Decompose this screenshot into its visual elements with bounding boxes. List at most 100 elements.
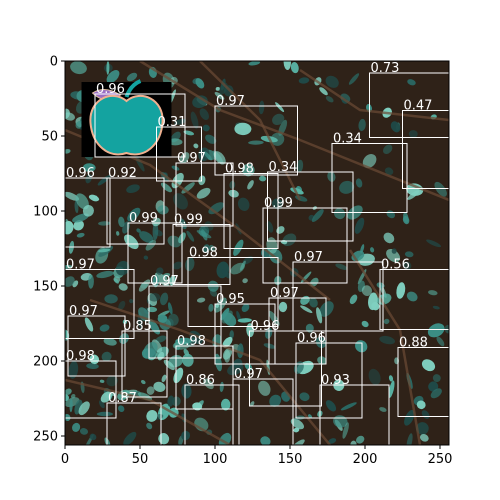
- leaf-blob: [327, 171, 336, 182]
- leaf-blob: [384, 167, 394, 176]
- leaf-blob: [361, 285, 373, 296]
- leaf-blob: [214, 297, 227, 313]
- leaf-blob: [161, 374, 167, 383]
- leaf-blob: [309, 277, 319, 287]
- leaf-blob: [69, 398, 73, 413]
- leaf-blob: [220, 307, 230, 321]
- leaf-blob: [88, 194, 100, 202]
- leaf-blob: [432, 305, 440, 310]
- detection-score-label: 0.73: [371, 61, 400, 76]
- leaf-blob: [406, 183, 424, 196]
- detection-score-label: 0.96: [251, 319, 280, 334]
- leaf-blob: [298, 77, 310, 84]
- leaf-blob: [428, 381, 439, 392]
- leaf-blob: [419, 434, 429, 442]
- leaf-blob: [244, 363, 253, 371]
- leaf-blob: [126, 184, 140, 194]
- detection-box: [292, 261, 384, 332]
- leaf-blob: [221, 310, 233, 324]
- detection-box: [232, 378, 294, 445]
- detection-box: [148, 285, 222, 359]
- leaf-blob: [248, 61, 261, 66]
- x-tick-label: 50: [132, 452, 149, 467]
- leaf-blob: [96, 270, 114, 279]
- leaf-blob: [183, 130, 195, 136]
- detection-score-label: 0.97: [66, 258, 95, 273]
- detection-score-label: 0.56: [381, 258, 410, 273]
- leaf-blob: [182, 353, 194, 367]
- leaf-blob: [293, 427, 300, 433]
- leaf-blob: [370, 247, 375, 253]
- leaf-blob: [234, 122, 252, 136]
- leaf-blob: [89, 433, 97, 441]
- leaf-blob: [406, 291, 418, 302]
- leaf-blob: [335, 263, 348, 270]
- leaf-blob: [103, 337, 117, 346]
- leaf-blob: [82, 205, 94, 217]
- leaf-blob: [260, 436, 271, 445]
- detection-score-label: 0.96: [66, 166, 95, 181]
- leaf-blob: [271, 198, 283, 210]
- leaf-blob: [101, 351, 112, 362]
- y-tick-label: 50: [41, 130, 58, 145]
- leaf-blob: [106, 61, 110, 75]
- detection-box: [65, 177, 111, 248]
- leaf-blob: [148, 292, 161, 302]
- leaf-blob: [300, 305, 313, 314]
- leaf-blob: [73, 220, 84, 231]
- leaf-blob: [388, 375, 394, 382]
- leaf-blob: [272, 113, 285, 126]
- leaf-blob: [259, 175, 267, 182]
- leaf-blob: [221, 269, 231, 279]
- x-tick-label: 0: [61, 452, 69, 467]
- leaf-blob: [173, 193, 188, 210]
- leaf-blob: [368, 292, 378, 311]
- detection-box: [175, 345, 234, 410]
- detection-box: [172, 224, 231, 285]
- leaf-blob: [402, 261, 412, 270]
- leaf-blob: [98, 400, 105, 409]
- detection-box: [369, 72, 449, 138]
- leaf-blob: [78, 401, 90, 416]
- leaf-blob: [113, 278, 119, 284]
- leaf-blob: [181, 430, 191, 441]
- leaf-blob: [430, 388, 442, 399]
- detection-box: [106, 402, 162, 445]
- detection-score-label: 0.34: [333, 132, 362, 147]
- y-tick-label: 0: [50, 55, 58, 70]
- detection-score-label: 0.98: [66, 349, 95, 364]
- leaf-blob: [404, 251, 414, 258]
- leaf-blob: [428, 290, 438, 296]
- leaf-blob: [85, 174, 92, 184]
- leaf-blob: [214, 91, 225, 100]
- leaf-blob: [316, 307, 323, 324]
- detection-score-label: 0.97: [69, 304, 98, 319]
- leaf-blob: [325, 75, 339, 88]
- detection-box: [295, 342, 363, 419]
- leaf-blob: [126, 72, 138, 82]
- apple-stem: [124, 79, 142, 98]
- detection-box: [319, 384, 390, 445]
- leaf-blob: [185, 257, 195, 272]
- leaf-blob: [222, 347, 233, 360]
- x-axis: 0 50 100 150 200 250: [61, 445, 452, 467]
- leaf-blob: [127, 207, 141, 222]
- leaf-blob: [407, 190, 420, 200]
- leaf-blob: [192, 402, 203, 411]
- leaf-blob: [340, 402, 357, 411]
- detection-score-label: 0.97: [216, 94, 245, 109]
- leaf-blob: [311, 209, 324, 222]
- leaf-blob: [151, 217, 161, 227]
- leaf-blob: [104, 294, 118, 304]
- leaf-blob: [68, 361, 79, 379]
- detection-box: [214, 105, 298, 176]
- leaf-blob: [123, 431, 137, 445]
- detection-box: [121, 330, 168, 398]
- leaf-blob: [202, 124, 210, 132]
- leaf-blob: [240, 260, 246, 271]
- leaf-blob: [196, 297, 206, 303]
- leaf-blob: [84, 317, 94, 332]
- x-tick-label: 100: [203, 452, 228, 467]
- leaf-blob: [349, 294, 358, 305]
- leaf-blob: [237, 197, 250, 211]
